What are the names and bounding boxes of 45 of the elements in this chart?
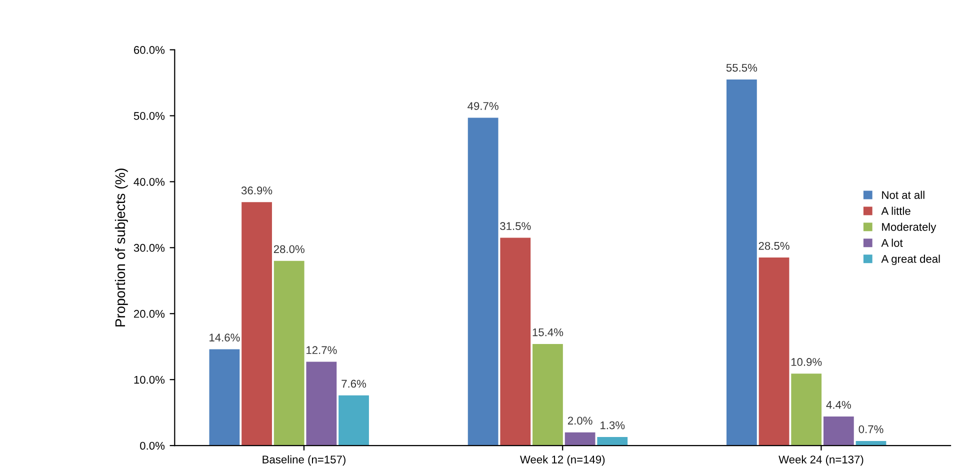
bar bbox=[274, 260, 304, 446]
y-axis-title: Proportion of subjects (%) bbox=[114, 168, 128, 326]
y-tick-label: 10.0% bbox=[134, 376, 165, 384]
bar bbox=[726, 79, 757, 446]
x-tick-label: Baseline (n=157) bbox=[262, 455, 346, 466]
data-label: 14.6% bbox=[210, 334, 240, 342]
bar bbox=[306, 362, 337, 446]
y-tick-label: 50.0% bbox=[134, 112, 165, 120]
bar bbox=[532, 344, 563, 446]
legend-label: A lot bbox=[881, 238, 903, 247]
data-label: 55.5% bbox=[726, 64, 758, 72]
bar bbox=[791, 374, 822, 446]
data-label: 7.6% bbox=[342, 380, 366, 388]
data-label: 10.9% bbox=[791, 358, 822, 366]
legend-label: Not at all bbox=[882, 190, 924, 199]
legend-label: Moderately bbox=[882, 222, 936, 234]
bar bbox=[242, 202, 272, 446]
data-label: 4.4% bbox=[826, 400, 851, 409]
data-label: 1.3% bbox=[600, 421, 625, 430]
data-label: 49.7% bbox=[468, 102, 498, 110]
bar bbox=[597, 436, 628, 446]
bar bbox=[823, 416, 854, 446]
bar bbox=[468, 118, 498, 446]
data-label: 15.4% bbox=[532, 328, 564, 336]
bar bbox=[758, 258, 790, 446]
data-label: 31.5% bbox=[500, 222, 531, 230]
y-tick-label: 20.0% bbox=[134, 310, 165, 318]
bar bbox=[209, 349, 240, 446]
x-tick-label: Week 12 (n=149) bbox=[520, 455, 605, 466]
legend-label: A little bbox=[881, 206, 910, 215]
y-tick-label: 60.0% bbox=[134, 46, 165, 54]
data-label: 28.5% bbox=[758, 242, 790, 250]
data-label: 2.0% bbox=[568, 416, 592, 425]
data-label: 36.9% bbox=[241, 186, 272, 194]
data-label: 0.7% bbox=[858, 425, 884, 434]
legend-label: A great deal bbox=[881, 254, 940, 266]
bar bbox=[338, 395, 369, 446]
y-tick-label: 40.0% bbox=[134, 178, 165, 186]
x-tick-label: Week 24 (n=137) bbox=[778, 455, 864, 466]
data-label: 28.0% bbox=[274, 245, 304, 254]
bar bbox=[500, 238, 531, 446]
y-tick-label: 0.0% bbox=[140, 442, 165, 450]
data-label: 12.7% bbox=[306, 346, 337, 354]
y-tick-label: 30.0% bbox=[134, 244, 165, 252]
bar bbox=[564, 432, 596, 446]
